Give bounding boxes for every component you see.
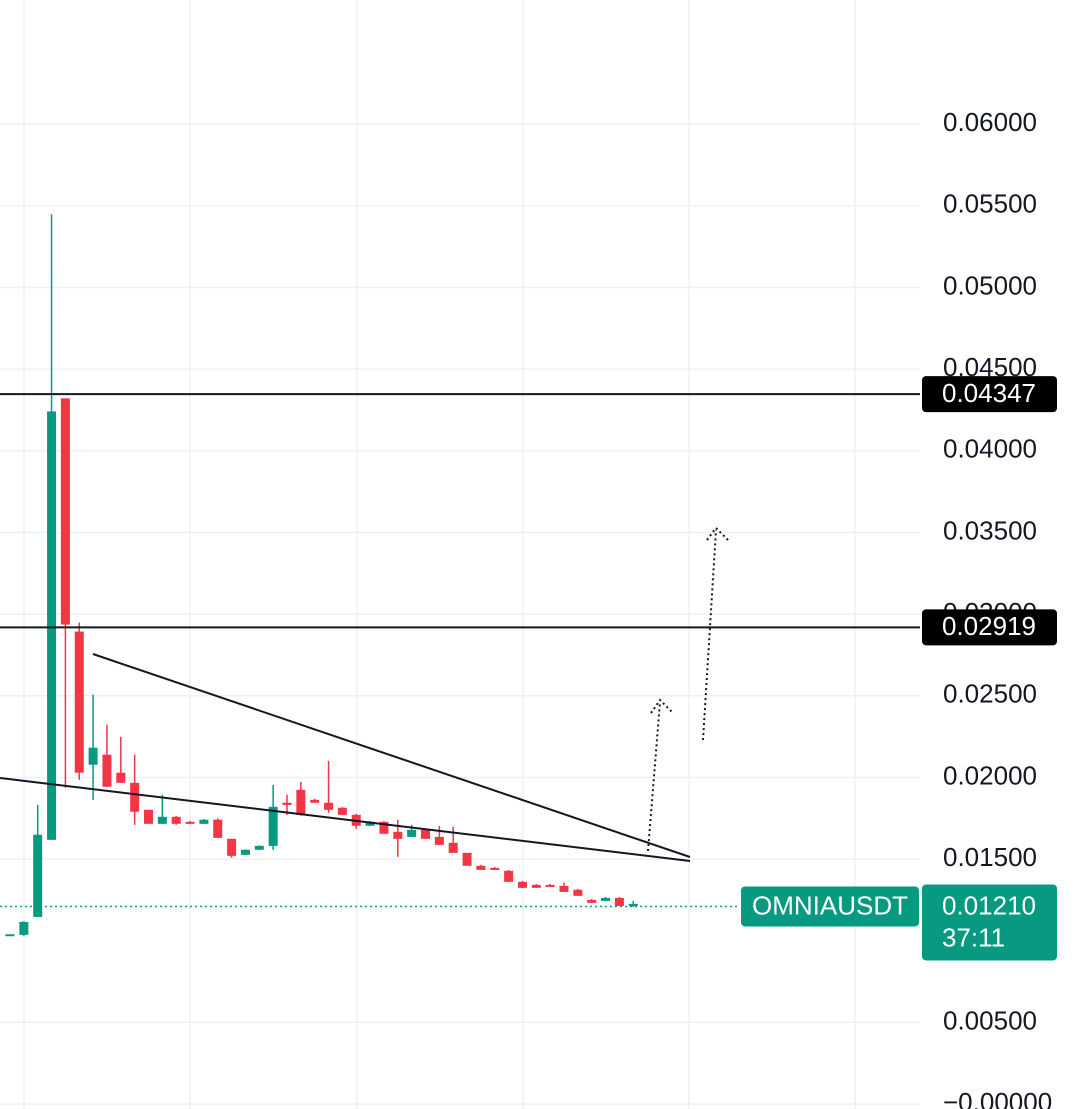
candle-body bbox=[282, 802, 292, 805]
level-label: 0.02919 bbox=[942, 611, 1036, 641]
candle-body bbox=[19, 921, 29, 935]
candle-body bbox=[240, 849, 250, 855]
candle-body bbox=[531, 884, 541, 888]
level-label: 0.04347 bbox=[942, 378, 1036, 408]
symbol-label-bg bbox=[741, 886, 919, 927]
candle-body bbox=[601, 897, 611, 901]
candle-body bbox=[144, 809, 153, 824]
trend-line bbox=[92, 653, 691, 858]
candle-body bbox=[559, 885, 569, 892]
candle-body bbox=[517, 881, 527, 888]
candle-body bbox=[33, 834, 43, 917]
candle-body bbox=[476, 865, 486, 870]
candle-body bbox=[88, 747, 98, 765]
candle-body bbox=[379, 821, 389, 834]
candle-body bbox=[47, 411, 57, 840]
candle-body bbox=[130, 782, 140, 812]
arrow bbox=[647, 698, 673, 852]
candle-body bbox=[199, 819, 209, 824]
trend-line bbox=[0, 777, 691, 862]
candle-body bbox=[462, 852, 472, 866]
candle-body bbox=[324, 802, 334, 810]
y-tick-label: 0.01500 bbox=[943, 842, 1037, 872]
y-tick-label: 0.05500 bbox=[943, 189, 1037, 219]
y-tick-label: 0.00500 bbox=[943, 1005, 1037, 1035]
candle-body bbox=[393, 831, 403, 839]
candle-body bbox=[296, 789, 306, 815]
level-label-bg bbox=[922, 609, 1057, 646]
candle-body bbox=[74, 631, 84, 773]
level-label-bg bbox=[922, 376, 1057, 413]
candle-body bbox=[213, 819, 223, 838]
candle-body bbox=[587, 899, 597, 903]
price-label: 0.01210 bbox=[942, 890, 1036, 920]
y-tick-label: 0.04000 bbox=[943, 434, 1037, 464]
y-tick-label: 0.05000 bbox=[943, 270, 1037, 300]
candle-body bbox=[573, 889, 583, 896]
candle-body bbox=[407, 829, 417, 837]
y-tick-label: 0.02000 bbox=[943, 760, 1037, 790]
y-tick-label: 0.06000 bbox=[943, 107, 1037, 137]
candle-body bbox=[268, 806, 278, 846]
candle-body bbox=[227, 838, 237, 856]
candle-body bbox=[5, 934, 15, 937]
y-tick-label: 0.03500 bbox=[943, 515, 1037, 545]
candle-body bbox=[60, 398, 70, 625]
candle-body bbox=[365, 821, 375, 826]
candle-body bbox=[116, 772, 126, 783]
candle-body bbox=[171, 816, 181, 824]
symbol-label: OMNIAUSDT bbox=[752, 890, 908, 920]
countdown: 37:11 bbox=[942, 922, 1005, 952]
candle-body bbox=[337, 807, 347, 815]
candle-body bbox=[421, 829, 430, 839]
y-tick-label: 0.02500 bbox=[943, 679, 1037, 709]
price-label-bg bbox=[922, 884, 1057, 961]
candle-body bbox=[157, 816, 167, 824]
candle-body bbox=[310, 799, 320, 803]
candle-body bbox=[504, 870, 514, 882]
candle-body bbox=[448, 842, 458, 853]
y-tick-label: −0.00000 bbox=[943, 1087, 1052, 1109]
candle-body bbox=[490, 867, 500, 870]
candle-body bbox=[102, 754, 112, 787]
candle-body bbox=[628, 903, 638, 906]
candle-body bbox=[434, 836, 444, 845]
candle-body bbox=[185, 821, 195, 824]
arrow bbox=[702, 526, 729, 741]
candle-body bbox=[545, 884, 555, 887]
candle-body bbox=[254, 845, 264, 850]
candle-body bbox=[614, 897, 624, 906]
